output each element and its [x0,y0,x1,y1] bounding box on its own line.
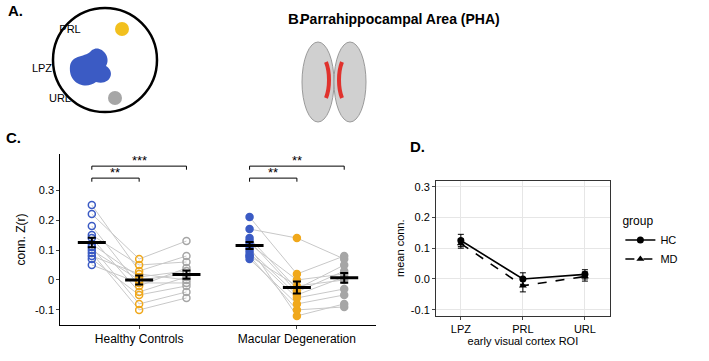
svg-text:-0.1: -0.1 [411,304,430,316]
svg-text:0.3: 0.3 [39,184,54,196]
svg-text:0.3: 0.3 [415,181,430,193]
svg-text:Macular Degeneration: Macular Degeneration [238,332,356,346]
svg-text:early visual cortex ROI: early visual cortex ROI [468,335,579,347]
svg-text:B.: B. [288,10,303,27]
svg-text:0.1: 0.1 [39,244,54,256]
svg-text:D.: D. [410,138,425,155]
svg-text:**: ** [292,153,302,168]
svg-text:0.1: 0.1 [415,242,430,254]
svg-text:***: *** [132,153,147,168]
svg-text:PRL: PRL [59,23,80,35]
svg-text:0.2: 0.2 [415,211,430,223]
svg-text:group: group [622,214,653,228]
svg-text:Healthy Controls: Healthy Controls [95,332,184,346]
svg-text:URL: URL [49,92,71,104]
svg-text:A.: A. [8,2,23,19]
svg-text:Parrahippocampal Area (PHA): Parrahippocampal Area (PHA) [300,11,499,27]
svg-text:0.2: 0.2 [39,214,54,226]
svg-text:PRL: PRL [512,323,533,335]
svg-text:URL: URL [574,323,596,335]
svg-text:LPZ: LPZ [32,62,52,74]
svg-text:C.: C. [6,129,21,146]
svg-text:**: ** [268,165,278,180]
svg-text:**: ** [110,165,120,180]
svg-text:HC: HC [660,234,676,246]
svg-text:0: 0 [48,274,54,286]
svg-text:-0.1: -0.1 [35,304,54,316]
svg-text:mean conn.: mean conn. [394,219,406,276]
svg-text:0.0: 0.0 [415,273,430,285]
svg-text:LPZ: LPZ [451,323,471,335]
svg-text:MD: MD [660,253,677,265]
svg-text:conn. Z(r): conn. Z(r) [14,214,28,266]
